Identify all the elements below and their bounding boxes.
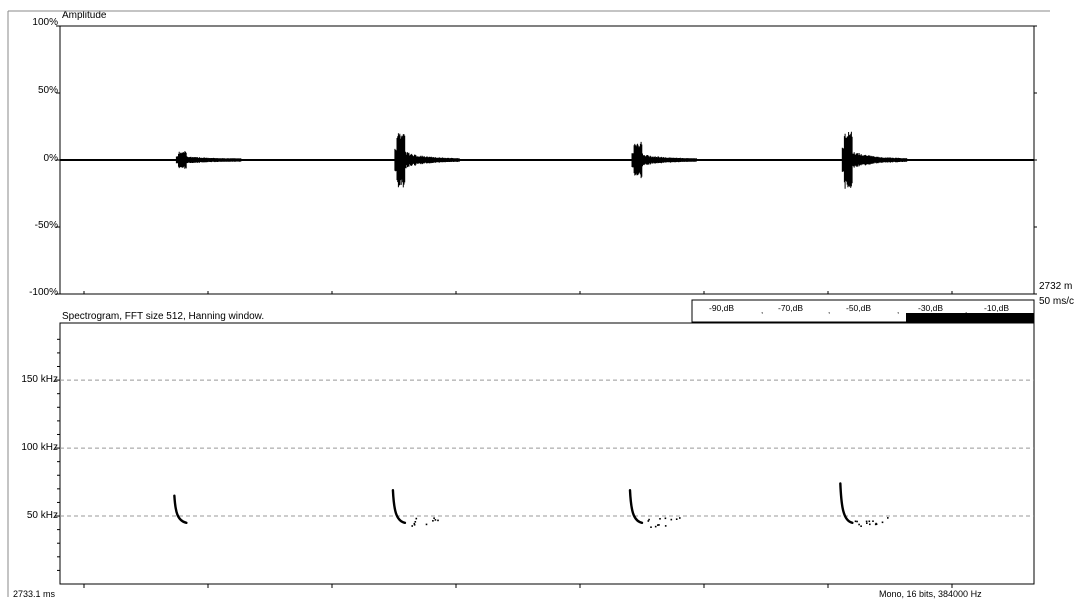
call-echo-dot: [670, 518, 673, 521]
spectrogram-axis-ticks: [55, 338, 60, 571]
format-readout: Mono, 16 bits, 384000 Hz: [879, 589, 982, 599]
duration-readout: 2732 m: [1039, 281, 1073, 292]
cursor-time-readout: 2733.1 ms: [13, 589, 56, 599]
db-legend-label: -10,dB: [984, 303, 1009, 313]
call-echo-dot: [437, 519, 439, 522]
call-echo-dot: [858, 523, 860, 526]
db-legend-separator: ,: [897, 306, 899, 315]
call-echo-dot: [657, 524, 659, 526]
spectrogram-call: [391, 489, 439, 527]
spectrogram-tick-label: 100 kHz: [21, 442, 58, 453]
call-echo-dot: [868, 520, 871, 523]
call-echo-dot: [414, 521, 417, 523]
call-echo-dot: [872, 520, 874, 522]
db-legend-label: -90,dB: [709, 303, 734, 313]
call-echo-dot: [865, 520, 868, 523]
waveform-tick-label: 100%: [32, 17, 58, 28]
call-echo-dot: [860, 525, 862, 527]
call-echo-dot: [434, 519, 437, 521]
call-echo-dot: [856, 520, 858, 523]
spectrogram-call: [839, 482, 889, 527]
call-echo-dot: [658, 524, 660, 526]
db-legend-separator: ,: [828, 306, 830, 315]
spectrogram-call: [628, 489, 681, 528]
call-echo-dot: [664, 525, 667, 527]
db-legend-label: -50,dB: [846, 303, 871, 313]
call-echo-dot: [647, 520, 650, 522]
call-echo-dot: [854, 520, 857, 523]
waveform-title: Amplitude: [62, 10, 107, 21]
call-echo-dot: [887, 517, 889, 519]
time-scale-readout: 50 ms/c: [1039, 296, 1075, 307]
call-echo-dot: [869, 523, 871, 526]
call-echo-dot: [413, 524, 416, 526]
time-axis-ticks: [83, 584, 953, 588]
call-echo-dot: [648, 518, 650, 521]
call-echo-dot: [675, 518, 678, 520]
waveform-tick-label: -100%: [29, 287, 58, 298]
waveform-tick-label: 0%: [43, 153, 58, 164]
waveform-axis-ticks: [56, 25, 1037, 295]
call-echo-dot: [411, 525, 413, 527]
db-legend-label: -70,dB: [778, 303, 803, 313]
db-legend-label: -30,dB: [918, 303, 943, 313]
spectrogram-call: [173, 494, 188, 525]
waveform-tick-label: 50%: [37, 85, 58, 96]
call-echo-dot: [415, 517, 418, 520]
spectrogram-frame: [59, 322, 1035, 585]
call-echo-dot: [664, 517, 667, 520]
call-echo-dot: [413, 522, 416, 525]
call-echo-dot: [881, 521, 884, 524]
call-echo-dot: [433, 517, 435, 519]
db-legend-separator: ,: [965, 306, 967, 315]
db-legend-color-bar: [906, 313, 1034, 322]
spectrogram-title: Spectrogram, FFT size 512, Hanning windo…: [62, 311, 265, 322]
spectrogram-calls: [173, 482, 889, 528]
call-sweep: [173, 494, 188, 525]
call-echo-dot: [654, 525, 657, 528]
spectrogram-grid: [60, 379, 1034, 517]
call-sweep: [391, 489, 407, 525]
call-echo-dot: [659, 518, 661, 520]
call-echo-dot: [875, 522, 877, 525]
waveform-tick-label: -50%: [34, 220, 58, 231]
call-sweep: [628, 489, 644, 525]
db-legend-separator: ,: [761, 306, 763, 315]
call-echo-dot: [432, 520, 434, 522]
spectrogram-tick-label: 50 kHz: [26, 510, 58, 521]
db-legend: -90,dB -70,dB -50,dB -30,dB -10,dB , , ,…: [691, 299, 1035, 323]
call-echo-dot: [425, 523, 428, 526]
call-echo-dot: [679, 517, 681, 519]
spectrogram-tick-label: 150 kHz: [21, 374, 58, 385]
call-echo-dot: [866, 522, 868, 524]
call-echo-dot: [650, 526, 652, 528]
call-sweep: [839, 482, 854, 525]
